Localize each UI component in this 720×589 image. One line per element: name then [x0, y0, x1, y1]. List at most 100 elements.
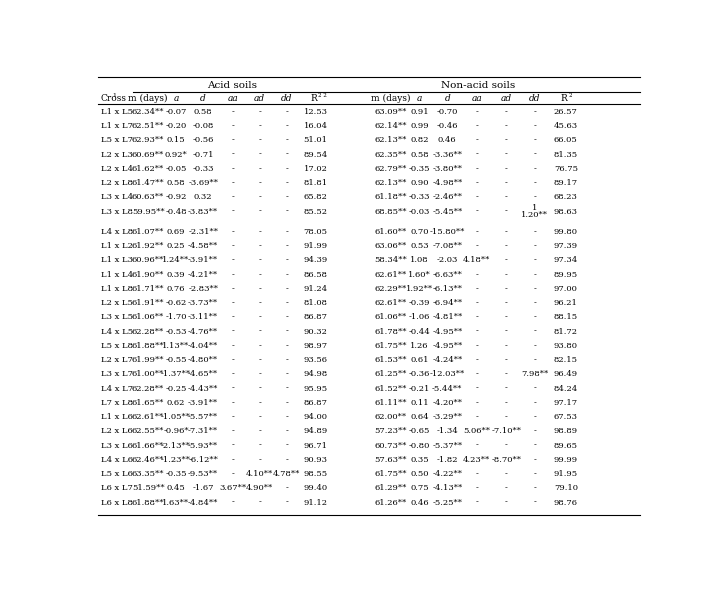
Text: 1.26: 1.26: [410, 342, 428, 350]
Text: 61.91**: 61.91**: [132, 299, 164, 307]
Text: -: -: [258, 228, 261, 236]
Text: -7.31**: -7.31**: [188, 428, 218, 435]
Text: -4.58**: -4.58**: [188, 242, 218, 250]
Text: -0.80: -0.80: [409, 442, 430, 449]
Text: -: -: [534, 242, 536, 250]
Text: -: -: [231, 256, 234, 264]
Text: -: -: [231, 456, 234, 464]
Text: 4.23**: 4.23**: [463, 456, 490, 464]
Text: 82.15: 82.15: [554, 356, 578, 364]
Text: -: -: [505, 327, 508, 336]
Text: -: -: [475, 165, 478, 173]
Text: -: -: [505, 484, 508, 492]
Text: 98.76: 98.76: [554, 499, 578, 507]
Text: -1.05**: -1.05**: [161, 413, 191, 421]
Text: 61.00**: 61.00**: [132, 370, 164, 379]
Text: -1.82: -1.82: [436, 456, 458, 464]
Text: 61.88**: 61.88**: [132, 499, 164, 507]
Text: -1.34: -1.34: [436, 428, 458, 435]
Text: L5 x L7: L5 x L7: [101, 137, 133, 144]
Text: 0.99: 0.99: [410, 122, 428, 130]
Text: -: -: [258, 256, 261, 264]
Text: 2 2: 2 2: [318, 93, 327, 98]
Text: 0.32: 0.32: [194, 193, 212, 201]
Text: 63.09**: 63.09**: [374, 108, 407, 116]
Text: -: -: [258, 499, 261, 507]
Text: -: -: [258, 151, 261, 158]
Text: -3.69**: -3.69**: [188, 179, 218, 187]
Text: L2 x L3: L2 x L3: [101, 151, 132, 158]
Text: -: -: [534, 165, 536, 173]
Text: 78.05: 78.05: [304, 228, 328, 236]
Text: 91.95: 91.95: [554, 470, 578, 478]
Text: -: -: [534, 122, 536, 130]
Text: 1.92**: 1.92**: [406, 285, 433, 293]
Text: L6 x L8: L6 x L8: [101, 499, 132, 507]
Text: -: -: [285, 356, 288, 364]
Text: -: -: [475, 370, 478, 379]
Text: -0.33: -0.33: [409, 193, 430, 201]
Text: 57.23**: 57.23**: [374, 428, 407, 435]
Text: -: -: [534, 399, 536, 407]
Text: -: -: [285, 108, 288, 116]
Text: -3.29**: -3.29**: [432, 413, 462, 421]
Text: 62.13**: 62.13**: [374, 179, 407, 187]
Text: -: -: [258, 242, 261, 250]
Text: -0.96*: -0.96*: [163, 428, 189, 435]
Text: -0.33: -0.33: [192, 165, 214, 173]
Text: 85.52: 85.52: [304, 207, 328, 216]
Text: -: -: [505, 342, 508, 350]
Text: -: -: [285, 313, 288, 322]
Text: L4 x L5: L4 x L5: [101, 327, 133, 336]
Text: -: -: [231, 108, 234, 116]
Text: -2.83**: -2.83**: [188, 285, 218, 293]
Text: -: -: [285, 385, 288, 393]
Text: 1: 1: [532, 204, 538, 211]
Text: -0.20: -0.20: [166, 122, 186, 130]
Text: -: -: [505, 242, 508, 250]
Text: -: -: [475, 499, 478, 507]
Text: 61.06**: 61.06**: [374, 313, 407, 322]
Text: -4.95**: -4.95**: [432, 327, 462, 336]
Text: -: -: [231, 122, 234, 130]
Text: 59.95**: 59.95**: [132, 207, 164, 216]
Text: -5.45**: -5.45**: [432, 207, 462, 216]
Text: 61.90**: 61.90**: [132, 271, 164, 279]
Text: -: -: [231, 137, 234, 144]
Text: -: -: [475, 299, 478, 307]
Text: -: -: [231, 179, 234, 187]
Text: -: -: [505, 108, 508, 116]
Text: -1.67: -1.67: [192, 484, 214, 492]
Text: -: -: [505, 179, 508, 187]
Text: 1: 1: [112, 93, 117, 98]
Text: -: -: [231, 385, 234, 393]
Text: 62.61**: 62.61**: [374, 299, 407, 307]
Text: -: -: [258, 108, 261, 116]
Text: -4.43**: -4.43**: [188, 385, 218, 393]
Text: 1.20**: 1.20**: [521, 211, 549, 219]
Text: 61.60**: 61.60**: [374, 228, 407, 236]
Text: 4.78**: 4.78**: [273, 470, 300, 478]
Text: -1.37**: -1.37**: [161, 370, 191, 379]
Text: -: -: [231, 228, 234, 236]
Text: 4.90**: 4.90**: [246, 484, 274, 492]
Text: 61.66**: 61.66**: [132, 442, 164, 449]
Text: 97.39: 97.39: [554, 242, 578, 250]
Text: L5 x L8: L5 x L8: [101, 342, 133, 350]
Text: 99.99: 99.99: [554, 456, 578, 464]
Text: -: -: [285, 122, 288, 130]
Text: 62.51**: 62.51**: [132, 122, 164, 130]
Text: 0.25: 0.25: [167, 242, 185, 250]
Text: -1.06: -1.06: [409, 313, 430, 322]
Text: 76.75: 76.75: [554, 165, 578, 173]
Text: 81.08: 81.08: [304, 299, 328, 307]
Text: 86.58: 86.58: [304, 271, 328, 279]
Text: 0.92*: 0.92*: [165, 151, 187, 158]
Text: L4 x L7: L4 x L7: [101, 385, 133, 393]
Text: L4 x L6: L4 x L6: [101, 456, 133, 464]
Text: 16.04: 16.04: [304, 122, 328, 130]
Text: -0.03: -0.03: [409, 207, 430, 216]
Text: -: -: [534, 413, 536, 421]
Text: -: -: [231, 327, 234, 336]
Text: 94.98: 94.98: [303, 370, 328, 379]
